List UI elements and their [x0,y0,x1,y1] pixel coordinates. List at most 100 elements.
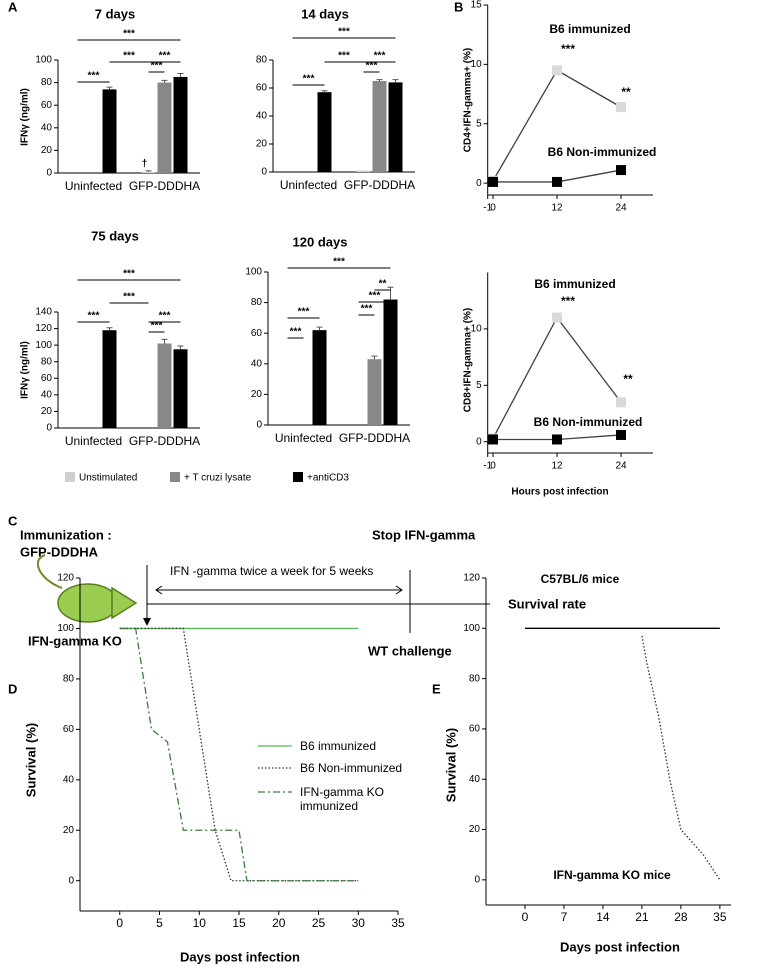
annotation: *** [561,42,575,56]
y-tick-label: 80 [256,55,268,66]
error-bar [321,90,328,93]
error-bar [376,79,383,81]
annotation: *** [366,61,378,72]
legend-label: + T cruzi lysate [184,473,252,484]
x-tick-label: GFP-DDDHA [129,434,200,448]
marker [616,102,627,113]
y-tick-label: 60 [256,83,268,94]
arrowhead [395,585,403,595]
bar [388,82,403,172]
y-axis-label: CD4+IFN-gamma+ (%) [463,48,474,152]
y-tick-label: 15 [471,0,483,11]
y-tick-label: 60 [63,724,75,735]
marker [552,312,563,323]
marker [488,176,499,187]
chart-title: 75 days [91,228,139,243]
y-tick-label: 80 [41,77,53,88]
y-tick-label: 100 [57,623,74,634]
y-tick-label: 0 [476,436,482,447]
line [119,627,359,882]
y-tick-label: 120 [57,573,74,584]
annotation: *** [88,311,100,322]
x-tick-label: 0 [490,461,496,472]
x-tick-label: 0 [522,910,529,924]
y-tick-label: 0 [256,420,262,431]
y-tick-label: 5 [476,118,482,129]
y-tick-label: 40 [469,774,481,785]
x-tick-label: Uninfected [65,179,122,193]
mouse-head [111,586,138,620]
line [641,635,721,881]
x-tick-label: 25 [312,916,326,930]
y-tick-label: 0 [261,167,267,178]
y-tick-label: 100 [245,267,262,278]
y-tick-label: 80 [41,356,53,367]
annotation: *** [298,307,310,318]
y-tick-label: 40 [63,774,75,785]
annotation: *** [374,51,386,62]
y-tick-label: 60 [41,373,53,384]
annotation: *** [151,61,163,72]
marker [616,397,627,408]
error-bar [106,86,113,90]
y-axis-label: IFNγ (ng/ml) [20,88,31,146]
annotation: *** [369,291,381,302]
error-bar [145,170,152,172]
y-tick-label: 80 [469,673,481,684]
y-tick-label: 0 [46,168,52,179]
marker [616,429,627,440]
error-bar [161,79,168,83]
series-label: IFN-gamma KO mice [553,868,671,882]
arrowhead [143,618,151,626]
series-label: B6 Non-immunized [548,145,657,159]
annotation: *** [338,27,350,38]
y-tick-label: 20 [469,824,481,835]
x-tick-label: 30 [352,916,366,930]
marker [552,65,563,76]
y-tick-label: 80 [251,297,263,308]
y-tick-label: 80 [63,674,75,685]
diagram-text: IFN -gamma twice a week for 5 weeks [170,564,373,578]
annotation: *** [333,257,345,268]
x-tick-label: Uninfected [65,434,122,448]
panel-label: A [8,0,18,14]
y-tick-label: 40 [256,111,268,122]
y-tick-label: 60 [251,328,263,339]
error-bar [392,79,399,83]
bar [102,330,117,428]
diagram-text: Survival rate [508,596,586,611]
annotation: *** [303,74,315,85]
y-tick-label: 120 [35,323,52,334]
x-tick-label: GFP-DDDHA [129,179,200,193]
x-axis-label: Hours post infection [511,487,608,498]
y-axis-label: Survival (%) [443,728,458,802]
diagram-text: IFN-gamma KO [28,633,122,648]
diagram-text: Stop IFN-gamma [372,527,476,542]
y-axis-label: IFNγ (ng/ml) [20,341,31,399]
y-tick-label: 120 [463,573,480,584]
x-tick-label: 28 [674,910,688,924]
annotation: *** [151,321,163,332]
series-label: B6 immunized [549,22,630,36]
y-tick-label: 60 [41,100,53,111]
marker [488,434,499,445]
chart-title: 14 days [301,6,349,21]
error-bar [177,73,184,77]
y-tick-label: 5 [476,380,482,391]
y-tick-label: 0 [476,178,482,189]
bar [157,343,172,428]
x-tick-label: 12 [551,203,563,214]
bar [312,330,327,425]
x-tick-label: GFP-DDDHA [339,431,410,445]
y-tick-label: 10 [471,59,483,70]
error-bar [177,345,184,350]
y-tick-label: 100 [35,340,52,351]
diagram-text: Immunization : [20,527,112,542]
x-tick-label: Uninfected [275,431,332,445]
x-tick-label: 35 [713,910,727,924]
legend-label: IFN-gamma KO immunized [300,785,385,813]
x-tick-label: 7 [561,910,568,924]
series-label: B6 Non-immunized [534,415,643,429]
y-tick-label: 40 [41,389,53,400]
